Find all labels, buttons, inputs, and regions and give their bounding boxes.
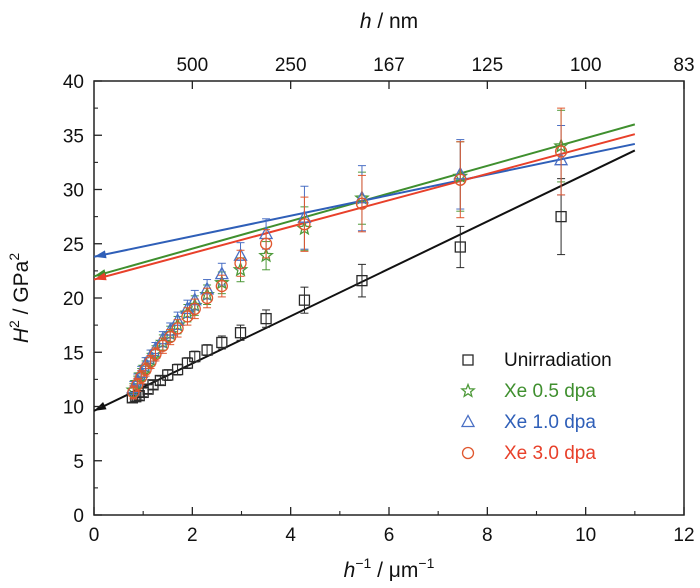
data-point xyxy=(234,257,247,270)
legend-marker xyxy=(460,382,476,398)
top-axis-title-base: h xyxy=(360,10,372,33)
fit-line xyxy=(93,133,636,281)
top-axis-tick-label: 167 xyxy=(373,55,405,76)
data-point xyxy=(131,378,144,391)
y-axis-title-units-sup: 2 xyxy=(6,253,22,261)
legend-marker xyxy=(460,414,476,428)
top-axis-title-units: / nm xyxy=(372,10,419,33)
x-axis-tick-label: 8 xyxy=(482,525,493,546)
top-axis-tick-label: 250 xyxy=(275,55,307,76)
data-point xyxy=(554,145,568,158)
legend: Unirradiation Xe 0.5 dpa Xe 1.0 dpa Xe 3.0 … xyxy=(460,350,612,464)
top-axis-title: h / nm xyxy=(360,10,418,33)
y-axis-title-base: H xyxy=(10,327,33,343)
data-point xyxy=(356,274,368,287)
legend-label: Unirradiation xyxy=(504,350,612,371)
data-point xyxy=(260,312,272,325)
top-axis-tick-label: 100 xyxy=(570,55,602,76)
data-point xyxy=(555,210,567,223)
y-axis-tick-label: 40 xyxy=(63,72,84,93)
data-point xyxy=(201,344,213,356)
y-axis-title-sup: 2 xyxy=(6,320,22,328)
x-axis-tick-label: 0 xyxy=(89,525,100,546)
x-axis-title-units-sup: −1 xyxy=(418,555,434,571)
data-point xyxy=(298,218,311,231)
x-axis-title-units: / μm xyxy=(371,559,418,582)
fit-line xyxy=(93,149,636,412)
x-axis-tick-label: 6 xyxy=(384,525,395,546)
data-point xyxy=(258,247,274,263)
top-axis-tick-label: 125 xyxy=(471,55,503,76)
x-axis-title-base: h xyxy=(344,559,356,582)
y-axis-tick-label: 20 xyxy=(63,289,84,310)
data-point xyxy=(216,336,228,349)
data-point xyxy=(454,173,467,186)
data-point xyxy=(149,348,162,361)
y-axis-title: H2 / GPa2 xyxy=(6,253,33,344)
data-point xyxy=(215,279,228,293)
data-point xyxy=(355,197,369,210)
x-axis-tick-label: 12 xyxy=(673,525,694,546)
top-axis-tick-label: 83 xyxy=(673,55,694,76)
data-point xyxy=(454,241,466,253)
data-point xyxy=(234,327,247,339)
data-point xyxy=(188,302,201,316)
series-layer xyxy=(125,107,569,404)
x-axis-tick-label: 10 xyxy=(575,525,596,546)
data-point xyxy=(133,389,145,402)
y-axis-tick-label: 10 xyxy=(63,398,84,419)
legend-label: Xe 3.0 dpa xyxy=(504,443,596,464)
data-point xyxy=(259,237,273,250)
legend-marker xyxy=(461,446,475,460)
data-point xyxy=(171,322,184,335)
data-point xyxy=(181,357,194,369)
series-group xyxy=(127,107,568,400)
fit-arrow-head xyxy=(94,250,107,259)
data-point xyxy=(189,350,201,363)
y-axis-tick-label: 25 xyxy=(63,235,84,256)
y-axis-tick-label: 30 xyxy=(63,181,84,202)
y-axis-tick-label: 35 xyxy=(63,126,84,147)
top-axis-tick-label: 500 xyxy=(176,55,208,76)
x-axis-tick-label: 4 xyxy=(285,525,296,546)
x-axis-title-sup: −1 xyxy=(355,555,371,571)
data-point xyxy=(127,386,140,399)
y-axis-tick-label: 5 xyxy=(73,452,84,473)
legend-marker xyxy=(462,354,474,366)
data-point xyxy=(156,339,169,352)
y-axis-tick-label: 15 xyxy=(63,343,84,364)
x-axis-title: h−1 / μm−1 xyxy=(344,555,435,582)
data-point xyxy=(298,294,311,306)
data-point xyxy=(181,310,194,323)
legend-label: Xe 1.0 dpa xyxy=(504,412,596,433)
legend-label: Xe 0.5 dpa xyxy=(504,381,596,402)
x-axis-tick-label: 2 xyxy=(187,525,198,546)
fit-arrow-head xyxy=(94,272,107,281)
y-axis-tick-label: 0 xyxy=(73,506,84,527)
data-point xyxy=(171,363,184,376)
axes-layer: 0 2 4 6 8 10 12 0 5 10 15 20 25 30 35 40 500 250 167 125 100… xyxy=(63,55,695,546)
data-point xyxy=(200,291,214,305)
y-axis-title-units: / GPa xyxy=(10,260,33,320)
series-group xyxy=(126,124,569,396)
